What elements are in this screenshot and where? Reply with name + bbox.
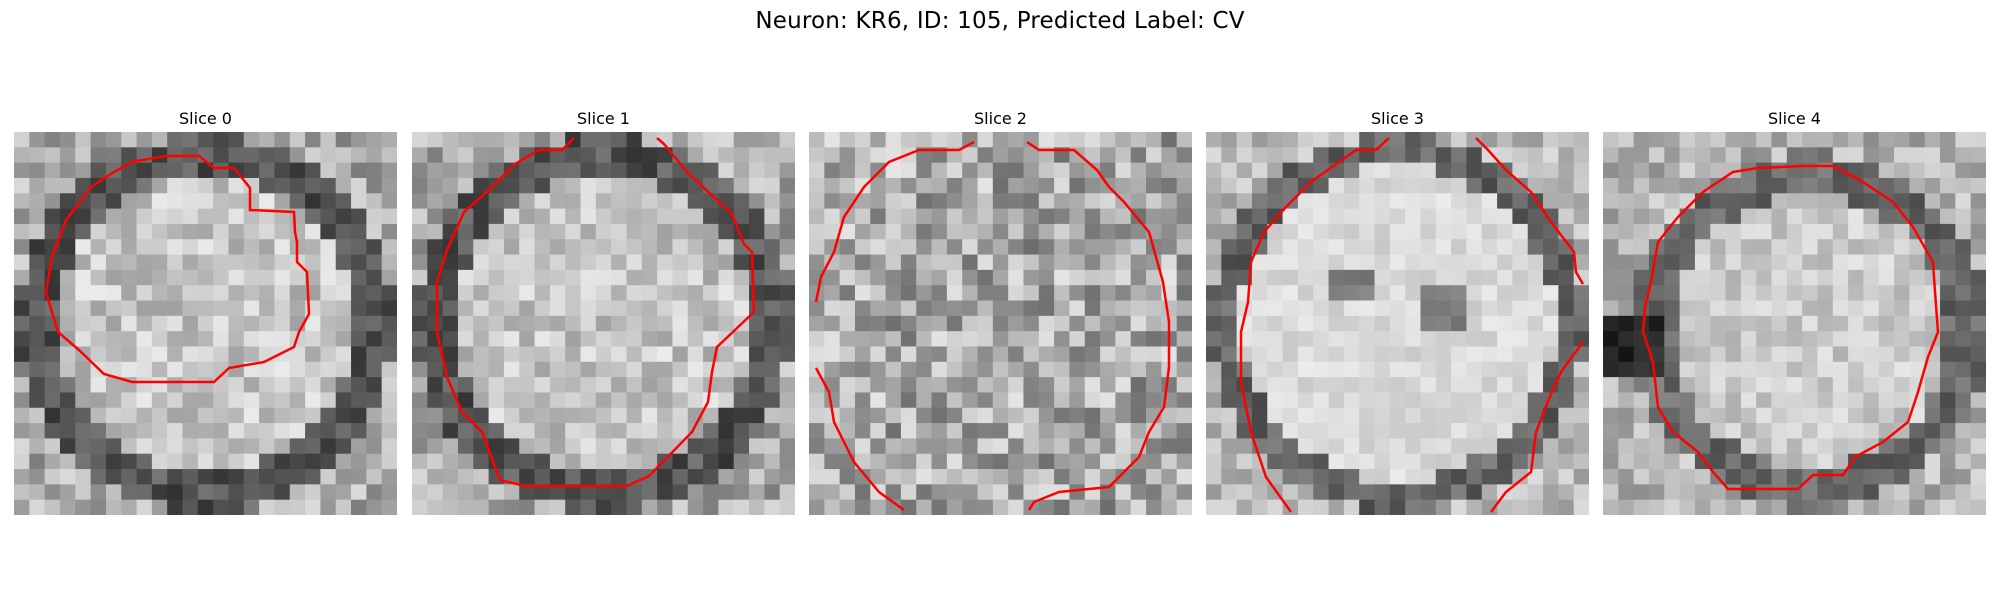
slice-image xyxy=(1206,132,1589,515)
contour-line xyxy=(435,137,756,488)
contour-line xyxy=(44,154,311,384)
slice-image xyxy=(412,132,795,515)
em-texture xyxy=(412,132,795,515)
slice-title: Slice 3 xyxy=(1371,109,1424,128)
slice-panel-1: Slice 1 xyxy=(412,108,795,515)
contour-line xyxy=(1239,137,1390,513)
contour-line xyxy=(1641,164,1940,491)
slice-title: Slice 1 xyxy=(577,109,630,128)
slice-title: Slice 2 xyxy=(974,109,1027,128)
contour-line xyxy=(814,367,905,512)
contour-line xyxy=(814,140,1171,511)
em-texture xyxy=(1603,132,1986,515)
slice-panel-2: Slice 2 xyxy=(809,108,1192,515)
slice-title: Slice 0 xyxy=(179,109,232,128)
em-texture xyxy=(14,132,397,515)
contour-line xyxy=(1475,137,1585,513)
slice-image xyxy=(14,132,397,515)
slice-title: Slice 4 xyxy=(1768,109,1821,128)
em-texture xyxy=(809,132,1192,515)
slice-image xyxy=(1603,132,1986,515)
slice-image xyxy=(809,132,1192,515)
figure-title: Neuron: KR6, ID: 105, Predicted Label: C… xyxy=(755,8,1245,34)
slice-panel-4: Slice 4 xyxy=(1603,108,1986,515)
slice-panel-0: Slice 0 xyxy=(14,108,397,515)
slice-panel-3: Slice 3 xyxy=(1206,108,1589,515)
